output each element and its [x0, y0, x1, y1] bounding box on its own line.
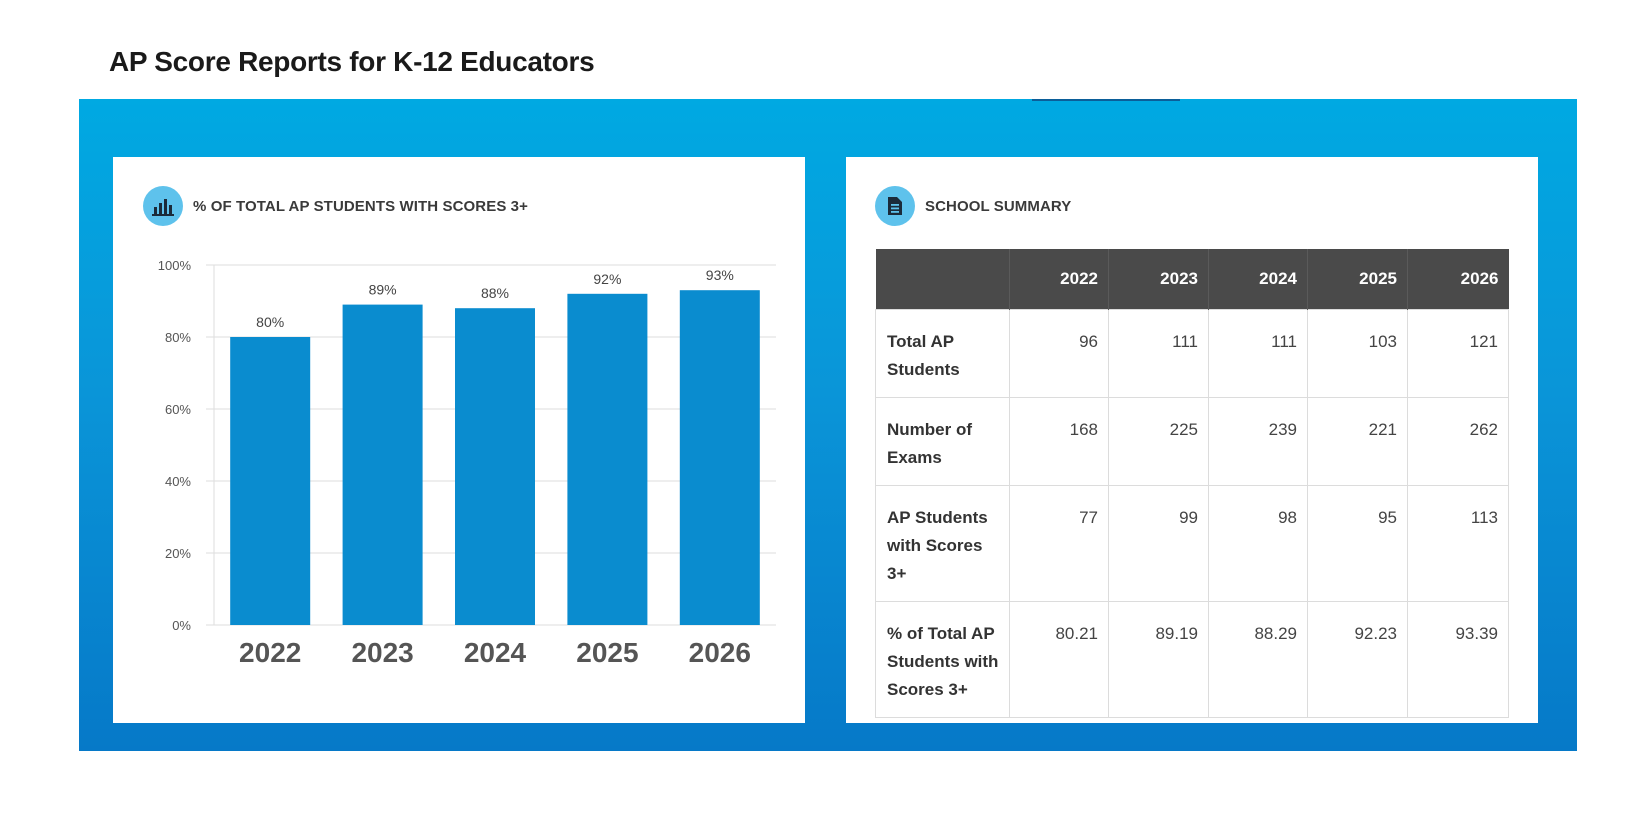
row-label: % of Total AP Students with Scores 3+ — [875, 601, 1010, 718]
table-cell: 80.21 — [1009, 601, 1109, 718]
x-tick-label: 2024 — [464, 637, 527, 668]
y-tick-label: 20% — [165, 546, 191, 561]
chart-card-header: % OF TOTAL AP STUDENTS WITH SCORES 3+ — [143, 184, 528, 228]
table-row: Number of Exams 168 225 239 221 262 — [875, 397, 1509, 486]
table-header-cell — [875, 249, 1010, 310]
page-title: AP Score Reports for K-12 Educators — [109, 46, 595, 77]
score-bar-chart: 0% 20% 40% 60% 80% 100% 80% 2022 89% 2023 88% 2024 9… — [158, 258, 776, 668]
school-summary-table: 2022 2023 2024 2025 2026 Total AP Studen… — [875, 249, 1509, 718]
table-cell: 92.23 — [1307, 601, 1408, 718]
table-row: Total AP Students 96 111 111 103 121 — [875, 309, 1509, 398]
table-header-cell: 2023 — [1108, 249, 1209, 310]
document-icon — [875, 186, 915, 226]
data-label: 80% — [256, 314, 284, 330]
y-tick-label: 60% — [165, 402, 191, 417]
table-cell: 88.29 — [1208, 601, 1308, 718]
table-cell: 121 — [1407, 309, 1509, 398]
table-cell: 239 — [1208, 397, 1308, 486]
table-cell: 93.39 — [1407, 601, 1509, 718]
summary-card-header: SCHOOL SUMMARY — [875, 184, 1071, 228]
y-tick-label: 100% — [158, 258, 192, 273]
table-cell: 98 — [1208, 485, 1308, 602]
table-cell: 95 — [1307, 485, 1408, 602]
table-cell: 168 — [1009, 397, 1109, 486]
table-cell: 113 — [1407, 485, 1509, 602]
table-cell: 221 — [1307, 397, 1408, 486]
chart-card: % OF TOTAL AP STUDENTS WITH SCORES 3+ 0%… — [113, 157, 805, 723]
table-cell: 111 — [1208, 309, 1308, 398]
banner-accent — [1032, 99, 1180, 101]
data-label: 92% — [593, 271, 621, 287]
x-tick-label: 2026 — [689, 637, 751, 668]
table-cell: 89.19 — [1108, 601, 1209, 718]
bar — [342, 304, 423, 625]
y-tick-label: 40% — [165, 474, 191, 489]
table-header-cell: 2022 — [1009, 249, 1109, 310]
data-label: 89% — [369, 282, 397, 298]
summary-card-title: SCHOOL SUMMARY — [925, 197, 1072, 215]
school-summary-card: SCHOOL SUMMARY 2022 2023 2024 2025 2026 … — [846, 157, 1538, 723]
table-cell: 111 — [1108, 309, 1209, 398]
table-header-cell: 2025 — [1307, 249, 1408, 310]
chart-card-title: % OF TOTAL AP STUDENTS WITH SCORES 3+ — [193, 197, 528, 215]
bar — [455, 308, 535, 625]
row-label: AP Students with Scores 3+ — [875, 485, 1010, 602]
table-cell: 96 — [1009, 309, 1109, 398]
table-row: AP Students with Scores 3+ 77 99 98 95 1… — [875, 485, 1509, 602]
table-cell: 99 — [1108, 485, 1209, 602]
x-tick-label: 2023 — [351, 637, 413, 668]
table-cell: 103 — [1307, 309, 1408, 398]
table-cell: 77 — [1009, 485, 1109, 602]
bar — [679, 290, 760, 625]
x-tick-label: 2022 — [239, 637, 301, 668]
table-header-cell: 2026 — [1407, 249, 1509, 310]
table-cell: 262 — [1407, 397, 1509, 486]
y-tick-label: 0% — [172, 618, 191, 633]
bar — [567, 293, 648, 625]
bar-chart-icon — [143, 186, 183, 226]
data-label: 88% — [481, 285, 509, 301]
table-header-row: 2022 2023 2024 2025 2026 — [875, 249, 1509, 310]
table-header-cell: 2024 — [1208, 249, 1308, 310]
table-row: % of Total AP Students with Scores 3+ 80… — [875, 601, 1509, 718]
row-label: Number of Exams — [875, 397, 1010, 486]
y-tick-label: 80% — [165, 330, 191, 345]
x-tick-label: 2025 — [576, 637, 638, 668]
data-label: 93% — [706, 267, 734, 283]
bar — [230, 337, 311, 625]
row-label: Total AP Students — [875, 309, 1010, 398]
table-cell: 225 — [1108, 397, 1209, 486]
